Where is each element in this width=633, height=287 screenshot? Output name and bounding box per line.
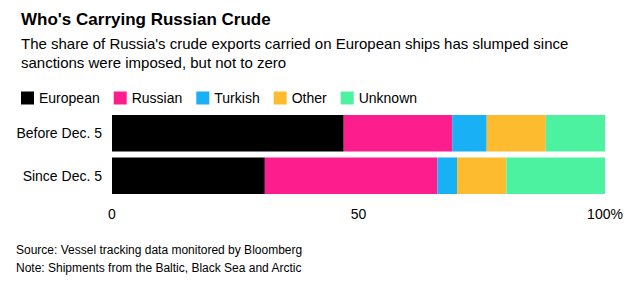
svg-text:Since Dec. 5: Since Dec. 5 — [23, 168, 103, 184]
svg-text:Unknown: Unknown — [359, 90, 417, 106]
svg-text:European: European — [39, 90, 100, 106]
svg-text:sanctions were imposed, but no: sanctions were imposed, but not to zero — [21, 54, 286, 71]
svg-text:0: 0 — [108, 206, 116, 222]
svg-text:The share of Russia's crude ex: The share of Russia's crude exports carr… — [21, 35, 572, 52]
svg-text:Turkish: Turkish — [214, 90, 259, 106]
svg-text:Note: Shipments from the Balti: Note: Shipments from the Baltic, Black S… — [16, 261, 301, 275]
svg-text:Before Dec. 5: Before Dec. 5 — [16, 125, 102, 141]
svg-text:Source: Vessel tracking data m: Source: Vessel tracking data monitored b… — [16, 243, 302, 257]
svg-text:Russian: Russian — [132, 90, 183, 106]
svg-text:Other: Other — [292, 90, 327, 106]
svg-text:100%: 100% — [587, 206, 623, 222]
svg-text:Who's Carrying Russian Crude: Who's Carrying Russian Crude — [21, 10, 271, 29]
svg-text:50: 50 — [351, 206, 367, 222]
